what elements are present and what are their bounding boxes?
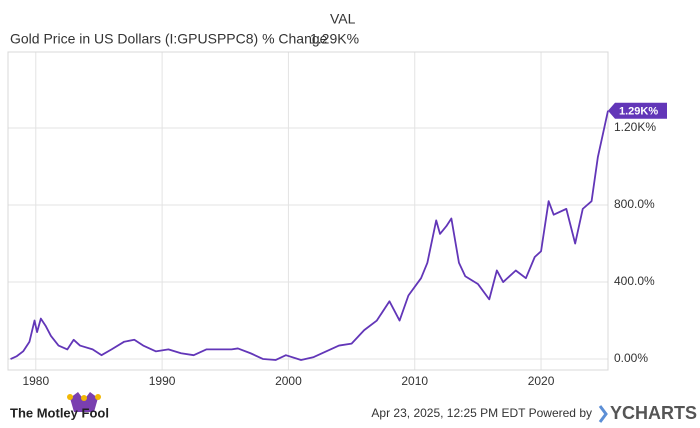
legend-series-name: Gold Price in US Dollars (I:GPUSPPC8) % … — [10, 31, 328, 47]
line-series — [10, 110, 609, 361]
footer-brand: The Motley Fool — [10, 405, 109, 420]
x-tick-label: 2010 — [401, 374, 428, 388]
y-tick-label: 1.20K% — [614, 120, 656, 134]
footer-source: YCHARTS — [610, 403, 697, 423]
y-tick-label: 0.00% — [614, 351, 648, 365]
legend-value: 1.29K% — [310, 31, 359, 47]
plot-frame — [7, 51, 609, 371]
marks: 1.29K% — [10, 102, 667, 361]
last-value-label: 1.29K% — [619, 106, 658, 118]
last-value-tag — [608, 102, 667, 119]
motley-fool-logo — [67, 392, 101, 412]
y-tick-label: 800.0% — [614, 197, 655, 211]
x-tick-label: 2000 — [275, 374, 302, 388]
x-tick-label: 1980 — [22, 374, 49, 388]
y-tick-label: 400.0% — [614, 274, 655, 288]
x-tick-label: 2020 — [528, 374, 555, 388]
footer-timestamp: Apr 23, 2025, 12:25 PM EDT Powered by — [371, 406, 592, 420]
legend-header: VAL — [330, 11, 356, 27]
x-tick-label: 1990 — [149, 374, 176, 388]
grid — [8, 52, 608, 370]
ycharts-icon — [598, 405, 608, 423]
